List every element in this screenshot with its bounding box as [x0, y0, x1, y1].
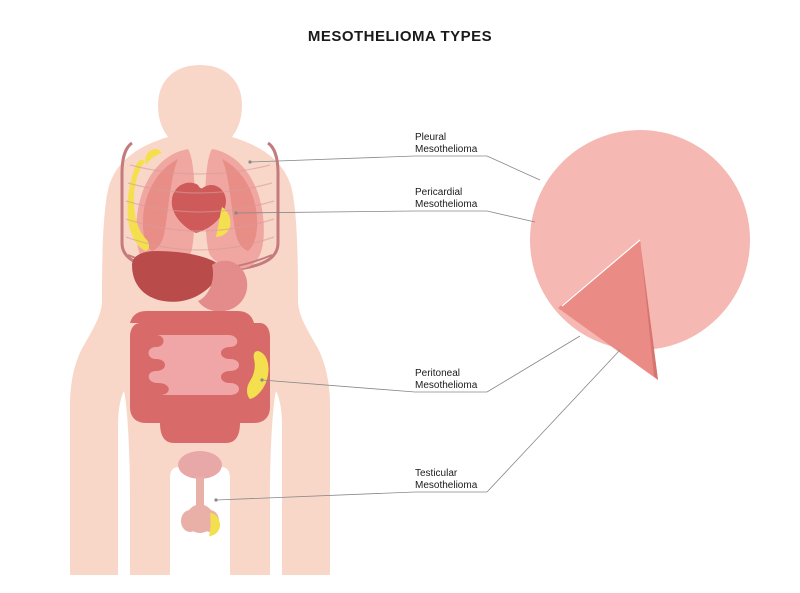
- body-figure: [70, 65, 330, 575]
- label-testicular-line1: Testicular: [415, 468, 477, 480]
- label-testicular-line2: Mesothelioma: [415, 480, 477, 492]
- detail-circle: [530, 130, 750, 390]
- label-pericardial: PericardialMesothelioma: [415, 187, 477, 210]
- label-pleural-line2: Mesothelioma: [415, 144, 477, 156]
- page-title: MESOTHELIOMA TYPES: [308, 28, 492, 45]
- testis-left: [181, 510, 199, 532]
- label-pericardial-line1: Pericardial: [415, 187, 477, 199]
- label-pericardial-line2: Mesothelioma: [415, 199, 477, 211]
- label-testicular: TesticularMesothelioma: [415, 468, 477, 491]
- label-pleural: PleuralMesothelioma: [415, 132, 477, 155]
- label-peritoneal-line2: Mesothelioma: [415, 380, 477, 392]
- leader-pericardial-right: [487, 211, 535, 222]
- label-peritoneal-line1: Peritoneal: [415, 368, 477, 380]
- tumor-testicular: [209, 513, 220, 536]
- label-pleural-line1: Pleural: [415, 132, 477, 144]
- label-peritoneal: PeritonealMesothelioma: [415, 368, 477, 391]
- bladder: [178, 451, 222, 479]
